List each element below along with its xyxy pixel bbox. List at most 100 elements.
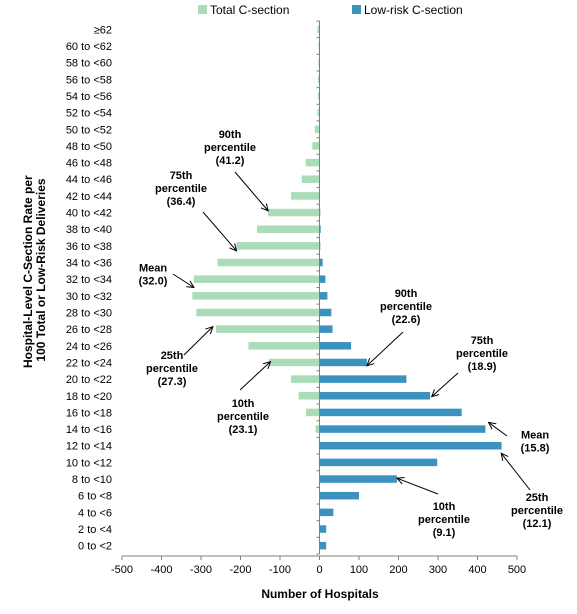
lowrisk-bar-6 xyxy=(319,441,502,450)
total-bar-25 xyxy=(314,125,320,134)
x-tick-label-2: -300 xyxy=(190,564,212,576)
total-bar-27 xyxy=(317,92,320,100)
x-tick-label-9: 400 xyxy=(468,564,486,576)
total-bar-21 xyxy=(291,192,320,200)
y-tick-label-18: 36 to <38 xyxy=(66,241,112,253)
total-bar-31 xyxy=(317,25,320,34)
x-tick-label-7: 200 xyxy=(389,564,407,576)
x-tick-label-5: 0 xyxy=(316,564,322,576)
annotation-arrow-9 xyxy=(397,478,439,495)
annotation-arrow-2 xyxy=(172,273,194,288)
annotation-line-1-1: percentile xyxy=(155,183,207,195)
total-bar-17 xyxy=(217,258,320,267)
annotation-line-1-2: (36.4) xyxy=(167,196,196,208)
total-bar-16 xyxy=(193,275,320,283)
annotation-arrow-6 xyxy=(432,372,459,397)
lowrisk-bar-8 xyxy=(319,408,462,417)
annotation-line-0-2: (41.2) xyxy=(216,155,245,167)
y-tick-label-31: ≥62 xyxy=(94,24,112,36)
lowrisk-bar-1 xyxy=(319,525,327,533)
y-tick-label-7: 14 to <16 xyxy=(66,424,112,436)
total-bar-11 xyxy=(268,358,320,367)
y-tick-label-17: 34 to <36 xyxy=(66,258,112,270)
lowrisk-bar-14 xyxy=(319,308,332,317)
y-tick-label-16: 32 to <34 xyxy=(66,274,112,286)
y-tick-label-9: 18 to <20 xyxy=(66,391,112,403)
y-tick-label-6: 12 to <14 xyxy=(66,441,112,453)
y-axis-title-line-1: Hospital-Level C-Section Rate per xyxy=(21,175,35,368)
total-bar-29 xyxy=(318,58,320,67)
y-tick-label-13: 26 to <28 xyxy=(66,324,112,336)
y-tick-label-14: 28 to <30 xyxy=(66,307,112,319)
y-tick-label-0: 0 to <2 xyxy=(78,541,112,553)
total-bar-23 xyxy=(305,158,320,167)
annotation-label-9: 10th percentile (9.1) xyxy=(418,501,470,539)
annotation-label-8: 25th percentile (12.1) xyxy=(511,492,563,530)
annotation-label-4: 10th percentile (23.1) xyxy=(217,398,269,436)
y-tick-label-29: 58 to <60 xyxy=(66,58,112,70)
annotation-arrow-3 xyxy=(183,327,213,356)
total-bar-7 xyxy=(315,425,320,433)
annotation-line-3-0: 25th xyxy=(161,350,184,362)
x-tick-label-3: -200 xyxy=(229,564,251,576)
bars xyxy=(192,25,502,550)
lowrisk-bar-0 xyxy=(319,541,327,550)
y-tick-label-5: 10 to <12 xyxy=(66,457,112,469)
annotation-line-7-1: (15.8) xyxy=(521,443,550,455)
total-bar-22 xyxy=(301,175,320,183)
annotation-line-6-0: 75th xyxy=(471,335,494,347)
annotation-line-3-2: (27.3) xyxy=(158,376,187,388)
annotation-line-8-0: 25th xyxy=(526,492,549,504)
total-bar-15 xyxy=(192,292,320,300)
lowrisk-bar-11 xyxy=(319,358,367,367)
annotation-arrow-0 xyxy=(234,171,268,211)
lowrisk-bar-16 xyxy=(319,275,326,283)
lowrisk-bar-4 xyxy=(319,475,397,483)
legend-swatch-total xyxy=(198,5,207,14)
annotation-line-8-2: (12.1) xyxy=(523,518,552,530)
annotation-arrow-1 xyxy=(202,211,237,251)
lowrisk-bar-19 xyxy=(319,225,321,233)
y-tick-label-24: 48 to <50 xyxy=(66,141,112,153)
annotation-line-9-2: (9.1) xyxy=(433,527,456,539)
y-tick-label-10: 20 to <22 xyxy=(66,374,112,386)
lowrisk-bar-9 xyxy=(319,392,431,400)
annotation-label-0: 90th percentile (41.2) xyxy=(204,129,256,167)
annotation-line-0-0: 90th xyxy=(219,129,242,141)
y-tick-label-30: 60 to <62 xyxy=(66,41,112,53)
legend-label-low-risk: Low-risk C-section xyxy=(364,3,463,17)
annotation-arrow-4 xyxy=(239,362,271,391)
x-tick-label-10: 500 xyxy=(508,564,526,576)
annotation-label-2: Mean (32.0) xyxy=(139,263,168,288)
annotation-line-6-2: (18.9) xyxy=(468,361,497,373)
total-bar-12 xyxy=(248,342,320,350)
annotation-line-9-0: 10th xyxy=(433,501,456,513)
lowrisk-bar-7 xyxy=(319,425,486,433)
annotation-line-8-1: percentile xyxy=(511,505,563,517)
total-bar-24 xyxy=(312,142,320,150)
total-bar-19 xyxy=(257,225,320,233)
annotation-label-7: Mean (15.8) xyxy=(521,430,550,455)
annotation-label-1: 75th percentile (36.4) xyxy=(155,170,207,208)
total-bar-8 xyxy=(306,408,320,417)
y-tick-labels: 0 to <2 2 to <4 4 to <6 6 to <8 8 to <10 10 t… xyxy=(66,24,112,552)
lowrisk-bar-5 xyxy=(319,458,438,467)
annotation-line-5-0: 90th xyxy=(395,288,418,300)
annotation-label-3: 25th percentile (27.3) xyxy=(146,350,198,388)
y-tick-label-15: 30 to <32 xyxy=(66,291,112,303)
x-tick-label-0: -500 xyxy=(111,564,133,576)
total-bar-13 xyxy=(216,325,320,333)
annotation-line-9-1: percentile xyxy=(418,514,470,526)
annotation-arrow-8 xyxy=(501,453,531,491)
legend-label-total: Total C-section xyxy=(210,3,289,17)
y-axis-title: Hospital-Level C-Section Rate per 100 To… xyxy=(21,172,48,368)
total-bar-20 xyxy=(268,208,320,217)
x-tick-label-8: 300 xyxy=(429,564,447,576)
annotation-line-2-0: Mean xyxy=(139,263,167,275)
lowrisk-bar-15 xyxy=(319,292,328,300)
y-tick-label-2: 4 to <6 xyxy=(78,507,112,519)
lowrisk-bar-3 xyxy=(319,491,359,500)
annotation-line-5-1: percentile xyxy=(380,301,432,313)
annotation-arrow-5 xyxy=(367,331,404,366)
